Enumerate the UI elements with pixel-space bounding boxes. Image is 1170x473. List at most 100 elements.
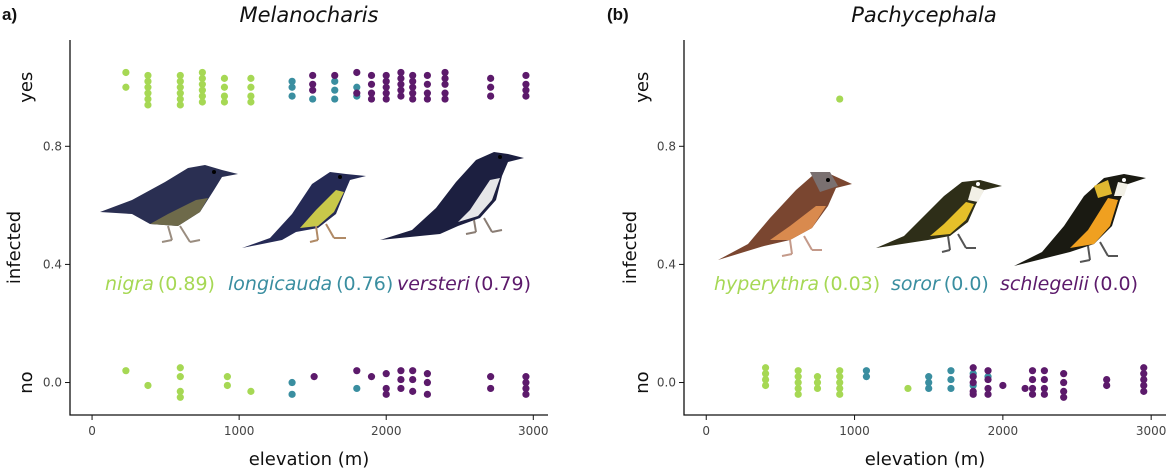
panel-b-tag: (b): [607, 5, 629, 24]
data-point-versteri: [423, 80, 431, 88]
data-point-nigra: [220, 74, 229, 82]
data-point-versteri: [409, 71, 417, 80]
data-point-longicauda: [288, 390, 296, 398]
y-tick-label: 0.0: [657, 376, 676, 390]
data-point-nigra: [223, 373, 231, 381]
data-point-nigra: [144, 381, 152, 390]
data-point-schlegelii: [1060, 378, 1068, 387]
species-label-soror: soror (0.0): [891, 273, 989, 295]
x-tick-label: 1000: [224, 424, 255, 438]
bird-hyperythra-illustration: [718, 172, 852, 260]
data-point-longicauda: [331, 95, 339, 103]
species-prevalence: (0.79): [474, 273, 531, 295]
data-point-hyperythra: [836, 378, 844, 387]
data-point-hyperythra: [794, 378, 802, 387]
data-point-longicauda: [353, 384, 361, 393]
axis-lines: [69, 40, 548, 416]
data-point-schlegelii: [1140, 387, 1148, 395]
species-name: nigra: [105, 273, 154, 295]
data-point-versteri: [423, 89, 431, 97]
data-point-versteri: [397, 74, 405, 82]
data-point-nigra: [176, 387, 184, 395]
data-point-nigra: [176, 364, 184, 372]
data-point-versteri: [487, 83, 495, 91]
data-point-longicauda: [331, 86, 339, 94]
panel-a-tag: a): [2, 5, 17, 24]
data-point-versteri: [397, 86, 405, 94]
species-prevalence: (0.0): [944, 273, 989, 295]
data-point-versteri: [522, 71, 530, 80]
data-point-versteri: [409, 95, 417, 103]
data-point-versteri: [522, 80, 530, 88]
data-point-hyperythra: [836, 390, 844, 398]
data-point-nigra: [220, 98, 229, 106]
data-point-hyperythra: [836, 95, 844, 103]
bird-schlegelii-illustration: [1014, 174, 1146, 266]
category-label-no: no: [16, 371, 37, 393]
data-point-hyperythra: [794, 384, 802, 393]
y-tick-label: 0.4: [657, 257, 676, 271]
data-point-schlegelii: [1140, 364, 1148, 372]
data-point-versteri: [522, 384, 530, 393]
x-tick-label: 0: [88, 424, 96, 438]
data-point-schlegelii: [1103, 375, 1111, 384]
data-point-schlegelii: [984, 384, 992, 393]
y-axis-title: infected: [620, 211, 641, 284]
data-point-versteri: [522, 378, 530, 387]
data-point-versteri: [382, 77, 390, 85]
data-point-schlegelii: [1060, 370, 1068, 378]
data-point-schlegelii: [984, 375, 992, 384]
panel-a-bird-illustrations: [100, 152, 524, 248]
data-point-schlegelii: [1040, 390, 1048, 398]
data-point-schlegelii: [1140, 370, 1148, 378]
data-point-versteri: [441, 80, 449, 88]
data-point-versteri: [397, 375, 405, 384]
category-label-yes: yes: [632, 72, 653, 103]
data-point-versteri: [367, 80, 376, 88]
species-label-schlegelii: schlegelii (0.0): [1000, 273, 1138, 295]
data-point-nigra: [220, 83, 229, 91]
species-prevalence: (0.89): [158, 273, 215, 295]
data-point-schlegelii: [1060, 393, 1068, 401]
species-label-hyperythra: hyperythra (0.03): [714, 273, 880, 295]
data-point-versteri: [409, 375, 417, 384]
x-tick-label: 1000: [839, 424, 870, 438]
data-point-hyperythra: [761, 370, 770, 378]
panel-b-plot-area: 0 1000 2000 3000 0.0 0.4 0.8 no yes infected eleva…: [620, 40, 1166, 470]
data-point-hyperythra: [813, 373, 822, 381]
data-point-soror: [925, 378, 933, 387]
x-tick-label: 2000: [988, 424, 1019, 438]
x-axis-title: elevation (m): [865, 449, 986, 470]
data-point-versteri: [522, 373, 530, 381]
species-label-nigra: nigra (0.89): [105, 273, 215, 295]
species-prevalence: (0.76): [336, 273, 393, 295]
data-point-longicauda: [288, 378, 296, 387]
data-point-schlegelii: [984, 390, 992, 398]
data-point-nigra: [144, 77, 152, 85]
data-point-nigra: [122, 68, 130, 77]
data-point-schlegelii: [999, 381, 1007, 390]
data-point-nigra: [122, 83, 130, 91]
species-prevalence: (0.0): [1093, 273, 1138, 295]
data-point-versteri: [309, 80, 317, 88]
data-point-nigra: [198, 98, 206, 106]
data-point-hyperythra: [836, 367, 844, 375]
data-point-hyperythra: [813, 384, 822, 393]
data-point-nigra: [247, 387, 255, 395]
data-point-versteri: [382, 390, 390, 398]
bird-soror-illustration: [876, 180, 1002, 253]
data-point-nigra: [220, 92, 229, 100]
data-point-schlegelii: [969, 373, 977, 381]
data-point-schlegelii: [1103, 381, 1111, 390]
data-point-schlegelii: [1028, 384, 1037, 393]
data-point-versteri: [397, 80, 405, 88]
data-point-nigra: [176, 71, 184, 80]
data-point-longicauda: [288, 83, 296, 91]
category-label-yes: yes: [16, 72, 37, 103]
data-point-versteri: [367, 95, 376, 103]
panel-b: (b) Pachycephala: [607, 3, 1166, 470]
data-point-versteri: [409, 83, 417, 91]
data-point-versteri: [423, 390, 431, 398]
data-point-longicauda: [309, 95, 317, 103]
